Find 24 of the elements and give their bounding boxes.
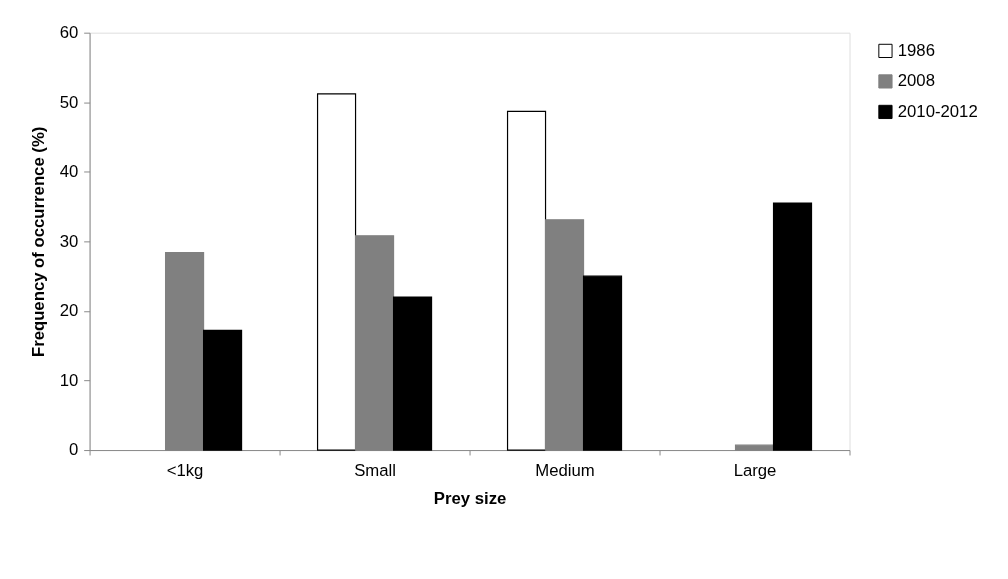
x-tick-label: Medium	[535, 461, 595, 481]
y-tick-label: 0	[68, 440, 79, 460]
x-tick-label: Large	[733, 461, 777, 481]
legend-label: 2010-2012	[897, 101, 978, 121]
y-tick-label: 10	[59, 370, 79, 390]
bar	[392, 296, 433, 451]
y-tick-label: 50	[59, 92, 79, 112]
legend-label: 1986	[897, 40, 935, 60]
x-tick-label: <1kg	[166, 461, 204, 481]
bar	[354, 235, 395, 451]
bar	[582, 275, 623, 451]
bar	[506, 110, 547, 451]
bar	[772, 202, 813, 451]
x-axis-title: Prey size	[433, 488, 507, 508]
y-tick-label: 60	[59, 23, 79, 43]
bar	[544, 219, 585, 451]
x-tick-label: Small	[354, 461, 396, 481]
y-tick-label: 30	[59, 231, 79, 251]
y-tick-label: 20	[59, 301, 79, 321]
y-tick-label: 40	[59, 162, 79, 182]
bar	[202, 329, 243, 451]
y-axis-title: Frequency of occurrence (%)	[28, 126, 48, 358]
bar	[316, 93, 357, 451]
legend-label: 2008	[897, 71, 935, 91]
